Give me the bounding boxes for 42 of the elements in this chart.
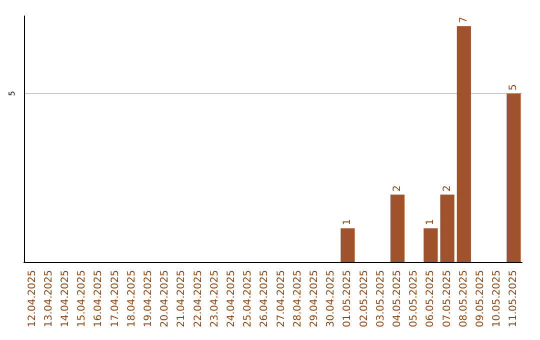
x-tick-label: 22.04.2025 [192, 270, 204, 328]
x-tick-label: 12.04.2025 [26, 270, 38, 328]
x-tick-label: 04.05.2025 [392, 270, 403, 328]
x-tick-label: 14.04.2025 [60, 270, 71, 328]
bar [340, 228, 355, 262]
data-label: 2 [442, 185, 453, 192]
x-tick-label: 15.04.2025 [76, 270, 88, 328]
data-label: 1 [425, 218, 436, 226]
x-tick-label: 05.05.2025 [408, 270, 420, 328]
bar [456, 26, 471, 262]
x-tick-label: 23.04.2025 [209, 270, 220, 328]
x-tick-label: 11.05.2025 [508, 270, 520, 328]
bar [390, 194, 405, 262]
data-label: 2 [392, 185, 403, 192]
x-tick-label: 25.04.2025 [242, 270, 254, 328]
x-tick-label: 10.05.2025 [492, 270, 503, 328]
x-tick-label: 19.04.2025 [143, 270, 154, 328]
x-tick-label: 02.05.2025 [358, 270, 370, 328]
bar [506, 94, 521, 262]
data-label: 1 [342, 218, 354, 226]
x-tick-label: 06.05.2025 [425, 270, 436, 328]
x-tick-label: 16.04.2025 [93, 270, 104, 328]
x-tick-label: 17.04.2025 [110, 270, 121, 328]
data-label: 7 [458, 16, 470, 24]
x-tick-label: 21.04.2025 [176, 270, 188, 328]
x-tick-label: 30.04.2025 [326, 270, 337, 328]
bar [440, 194, 454, 262]
x-tick-label: 20.04.2025 [160, 270, 171, 328]
x-tick-label: 29.04.2025 [309, 270, 320, 328]
bar [424, 228, 438, 262]
x-tick-label: 28.04.2025 [292, 270, 304, 328]
x-tick-label: 13.04.2025 [43, 270, 54, 328]
x-tick-label: 07.05.2025 [442, 270, 453, 328]
data-label: 5 [508, 84, 520, 91]
x-tick-label: 18.04.2025 [126, 270, 138, 328]
x-tick-label: 24.04.2025 [226, 270, 237, 328]
x-tick-label: 01.05.2025 [342, 270, 354, 328]
x-tick-label: 09.05.2025 [475, 270, 486, 328]
x-tick-label: 08.05.2025 [458, 270, 470, 328]
x-tick-label: 27.04.2025 [276, 270, 287, 328]
x-tick-label: 26.04.2025 [259, 270, 270, 328]
x-tick-label: 03.05.2025 [375, 270, 386, 328]
